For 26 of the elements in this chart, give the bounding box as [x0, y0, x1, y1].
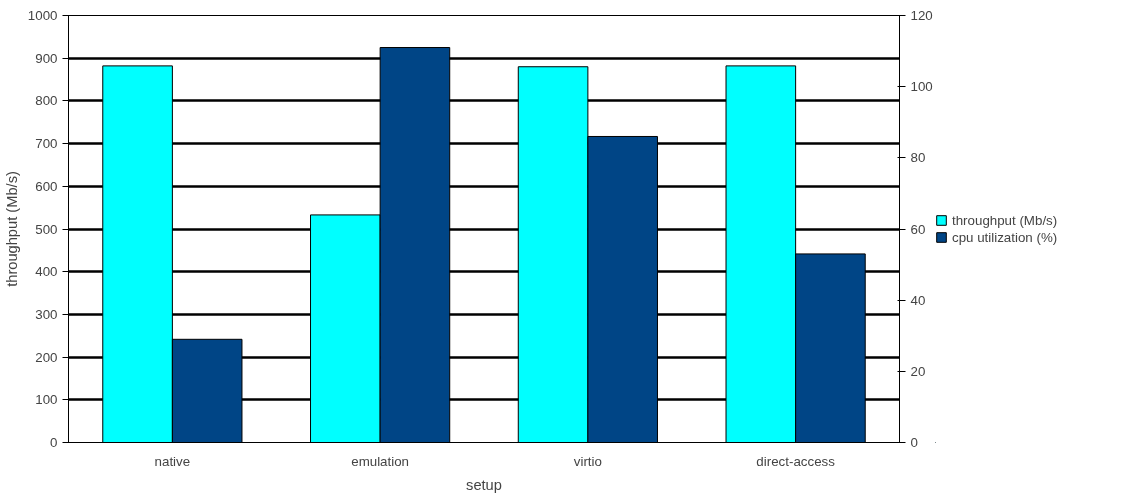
y-tick-label: 700 — [35, 136, 58, 152]
y2-tick-label: 20 — [910, 363, 926, 379]
y-tick-label: 1000 — [27, 8, 58, 23]
y2-tick-label: 100 — [910, 79, 933, 95]
y2-tick-label: 80 — [910, 150, 926, 166]
legend-label: cpu utilization (%) — [952, 229, 1058, 245]
x-tick-label: virtio — [573, 453, 602, 469]
y-tick-label: 200 — [35, 349, 58, 365]
y-tick-label: 900 — [35, 50, 58, 66]
y-tick-label: 300 — [35, 306, 58, 322]
x-tick-label: emulation — [351, 453, 410, 469]
y2-tick-label: 0 — [910, 435, 918, 450]
y-axis-title: throughput (Mb/s) — [3, 171, 20, 287]
y-tick-label: 0 — [50, 435, 58, 450]
y2-tick-label: 120 — [910, 8, 933, 23]
y2-tick-label: 40 — [910, 292, 926, 308]
y-tick-label: 800 — [35, 93, 58, 109]
y-tick-label: 100 — [35, 392, 58, 408]
x-tick-label: native — [154, 453, 191, 469]
x-axis-title: setup — [466, 476, 502, 493]
y-tick-label: 500 — [35, 221, 58, 237]
y-tick-label: 400 — [35, 264, 58, 280]
legend-label: throughput (Mb/s) — [952, 212, 1058, 228]
x-tick-label: direct-access — [756, 453, 836, 469]
y-tick-label: 600 — [35, 178, 58, 194]
y2-tick-label: 60 — [910, 221, 926, 237]
